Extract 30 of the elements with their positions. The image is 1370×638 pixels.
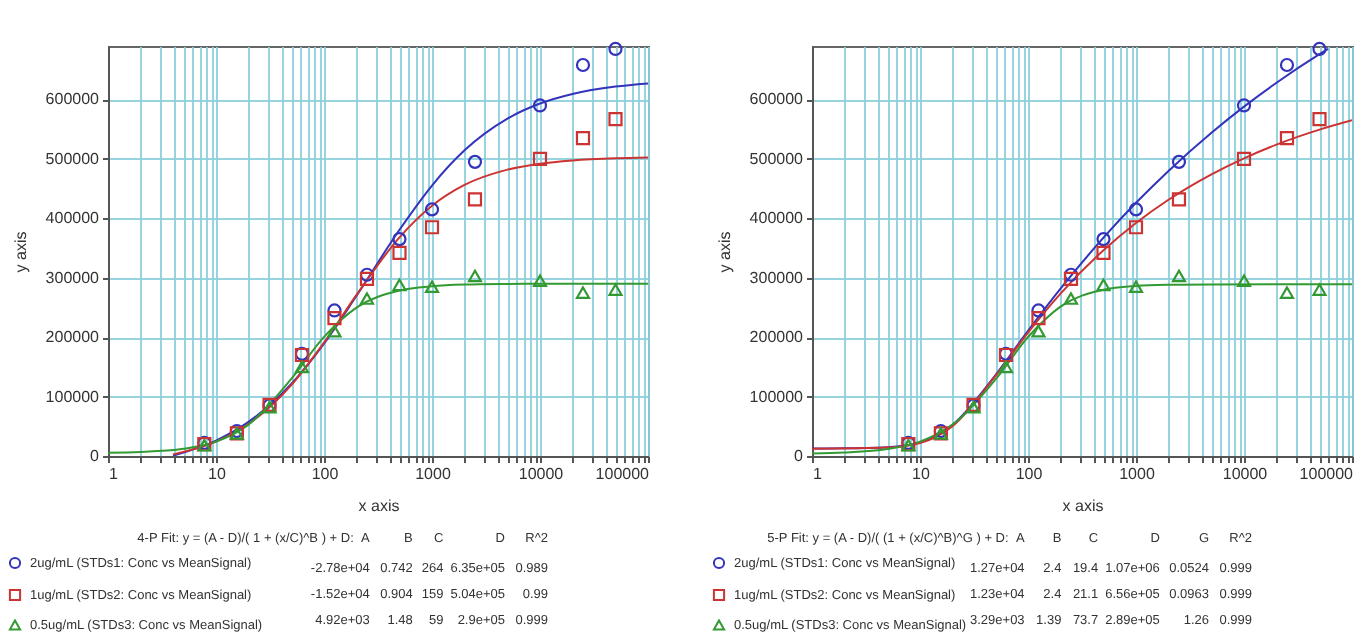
x-tick-label: 1: [109, 465, 119, 483]
y-tick-label: 100000: [749, 387, 805, 406]
x-tick-label: 100: [1015, 465, 1044, 483]
y-tick-label: 0: [90, 447, 101, 465]
y-axis-title: y axis: [11, 231, 30, 273]
x-tick-label: 100000: [1299, 465, 1355, 483]
x-tick-label: 1000: [415, 465, 452, 483]
y-tick-label: 400000: [45, 209, 101, 228]
y-tick-label: 100000: [45, 387, 101, 406]
x-tick-label: 10: [208, 465, 227, 483]
y-tick-label: 0: [794, 447, 805, 465]
x-tick-label: 1000: [1119, 465, 1156, 483]
x-tick-label: 10000: [1222, 465, 1269, 483]
y-tick-label: 300000: [749, 268, 805, 287]
y-tick-label: 300000: [45, 268, 101, 287]
y-tick-label: 500000: [749, 149, 805, 168]
x-tick-label: 1: [813, 465, 823, 483]
x-tick-label: 10: [912, 465, 931, 483]
y-tick-label: 600000: [749, 90, 805, 109]
y-tick-label: 600000: [45, 90, 101, 109]
x-tick-label: 100: [311, 465, 340, 483]
x-tick-label: 100000: [595, 465, 651, 483]
x-axis-title: x axis: [358, 497, 400, 515]
x-tick-label: 10000: [518, 465, 565, 483]
y-tick-label: 400000: [749, 209, 805, 228]
x-axis-title: x axis: [1062, 497, 1104, 515]
y-axis-title: y axis: [715, 231, 734, 273]
y-tick-label: 200000: [45, 328, 101, 347]
y-tick-label: 200000: [749, 328, 805, 347]
y-tick-label: 500000: [45, 149, 101, 168]
